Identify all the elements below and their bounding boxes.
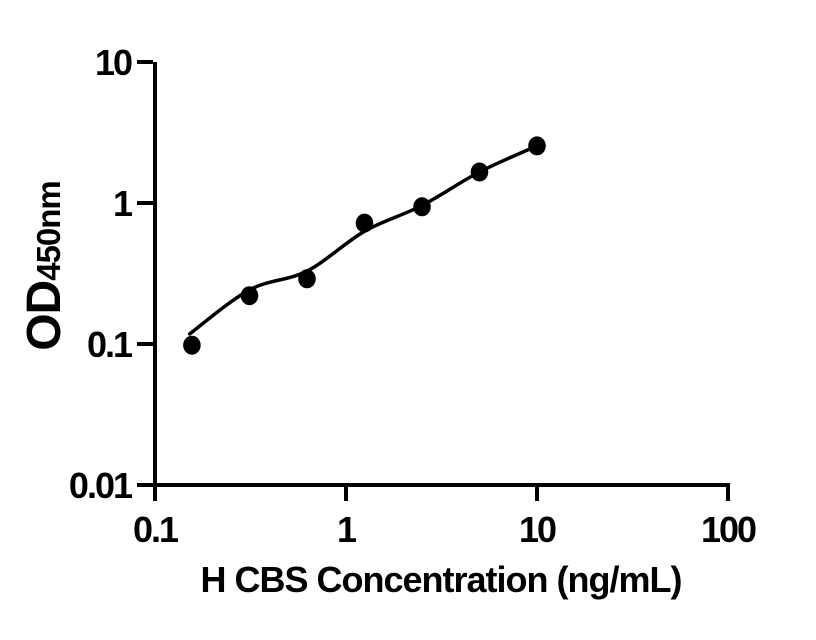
x-tick-label: 1 (337, 509, 357, 550)
x-tick-label: 10 (519, 509, 556, 550)
data-point (470, 162, 489, 182)
y-axis-title-main: OD (18, 280, 71, 351)
data-point (183, 335, 201, 355)
data-point (528, 136, 546, 156)
x-tick-label: 100 (701, 509, 756, 550)
y-axis-title-subscript: 450nm (30, 181, 67, 281)
data-point (413, 197, 431, 217)
data-points (183, 136, 546, 355)
axis-ticks (137, 60, 730, 501)
y-axis-title: OD450nm (18, 181, 71, 351)
axes (153, 62, 730, 487)
data-point (240, 286, 259, 306)
data-point (298, 269, 316, 289)
x-axis-title: H CBS Concentration (ng/mL) (200, 559, 683, 600)
x-tick-label: 0.1 (133, 509, 179, 550)
y-tick-label: 10 (95, 42, 132, 83)
y-tick-label: 0.01 (69, 465, 133, 506)
y-tick-label: 0.1 (87, 324, 133, 365)
data-point (355, 213, 374, 233)
y-tick-label: 1 (113, 183, 133, 224)
